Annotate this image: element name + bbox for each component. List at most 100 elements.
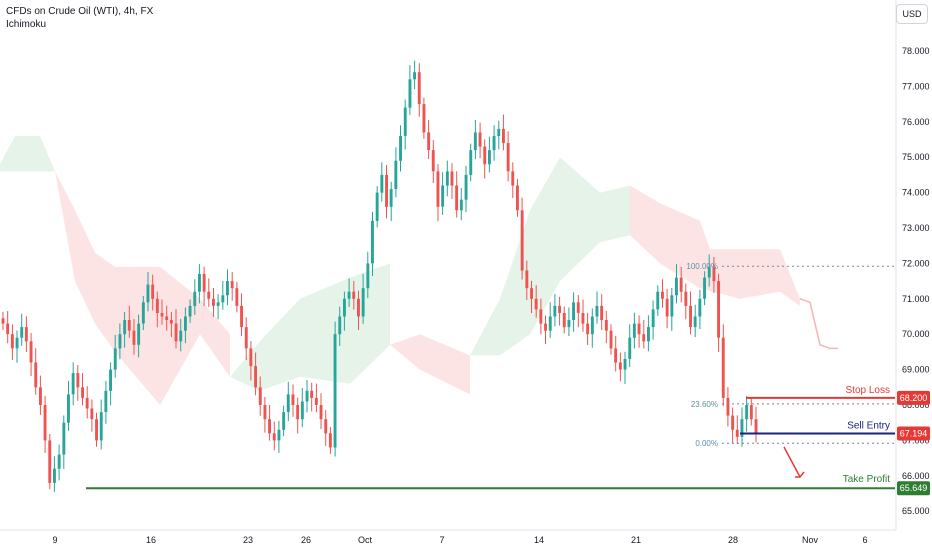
y-tick-label: 71.000	[902, 294, 930, 304]
candle-body	[230, 281, 234, 289]
x-tick-label: 21	[631, 535, 641, 545]
candle-body	[403, 107, 407, 136]
price-badge	[897, 426, 930, 441]
candle-body	[534, 298, 538, 310]
candle-body	[492, 136, 496, 151]
candle-body	[375, 192, 379, 221]
candle-body	[366, 263, 370, 289]
candle-body	[29, 341, 33, 363]
candle-body	[258, 387, 262, 405]
chart-title: CFDs on Crude Oil (WTI), 4h, FX	[6, 6, 154, 17]
candle-body	[212, 298, 215, 306]
candle-body	[745, 405, 749, 420]
candle-body	[417, 72, 421, 105]
candle-body	[436, 171, 440, 207]
cloud-region	[230, 263, 390, 391]
candle-body	[221, 295, 225, 303]
candle-body	[675, 277, 678, 296]
y-tick-label: 73.000	[902, 223, 930, 233]
candle-body	[76, 373, 80, 388]
candle-body	[300, 401, 304, 420]
candle-body	[305, 390, 309, 402]
y-tick-label: 75.000	[902, 152, 930, 162]
candle-body	[749, 405, 753, 420]
candle-body	[731, 415, 735, 430]
currency-button[interactable]: USD	[896, 4, 928, 24]
candle-body	[314, 397, 318, 405]
candle-body	[740, 419, 744, 437]
cloud-region	[55, 171, 160, 405]
price-badge-label: 65.649	[900, 483, 928, 493]
sell-entry-label: Sell Entry	[847, 421, 890, 432]
candle-body	[198, 274, 201, 292]
candle-body	[576, 302, 580, 313]
candle-body	[604, 320, 608, 331]
x-tick-label: 16	[146, 535, 156, 545]
cloud-region	[470, 157, 630, 356]
candle-body	[754, 419, 758, 434]
candle-body	[169, 320, 173, 324]
candle-body	[642, 334, 646, 342]
x-tick-label: 9	[52, 535, 57, 545]
candle-body	[679, 277, 683, 292]
candle-body	[586, 323, 590, 335]
fib-label: 0.00%	[695, 439, 718, 448]
candle-body	[445, 171, 449, 186]
trade-overlay: 100.00% 23.60% 0.00% Stop Loss Sell Entry Tak…	[86, 262, 895, 490]
candle-body	[15, 337, 19, 349]
candle-body	[581, 313, 585, 324]
candle-body	[600, 305, 604, 321]
candle-body	[488, 150, 491, 165]
candle-body	[464, 174, 468, 200]
candle-body	[249, 348, 253, 367]
price-badge	[897, 481, 930, 496]
candle-body	[670, 295, 674, 317]
candlestick-series	[1, 60, 758, 492]
candle-body	[24, 327, 28, 342]
candle-body	[226, 281, 229, 296]
candle-body	[656, 291, 660, 310]
candle-body	[113, 348, 117, 370]
candle-body	[240, 305, 243, 328]
candle-body	[651, 309, 655, 328]
candle-body	[352, 291, 356, 299]
candle-body	[590, 316, 594, 335]
fib-label: 100.00%	[686, 262, 718, 271]
candle-body	[399, 136, 402, 161]
candle-body	[380, 174, 384, 193]
candle-body	[450, 171, 454, 186]
candle-body	[506, 143, 510, 172]
candle-body	[319, 405, 323, 420]
x-tick-label: 7	[439, 535, 444, 545]
candle-body	[39, 387, 42, 405]
candle-body	[254, 366, 257, 388]
y-tick-label: 69.000	[902, 365, 930, 375]
candle-body	[647, 327, 650, 342]
x-tick-label: 23	[243, 535, 253, 545]
candle-body	[628, 337, 632, 359]
candle-body	[333, 334, 337, 448]
candle-body	[684, 291, 688, 306]
candle-body	[216, 302, 220, 306]
candle-body	[548, 316, 552, 331]
candle-body	[618, 362, 622, 370]
candle-body	[497, 128, 501, 136]
candle-body	[698, 298, 702, 317]
candle-body	[343, 298, 346, 317]
candle-body	[57, 454, 61, 469]
candle-body	[53, 468, 56, 483]
x-tick-label: 26	[301, 535, 311, 545]
candle-body	[408, 79, 412, 108]
candle-body	[389, 189, 393, 207]
candle-body	[441, 185, 445, 207]
y-tick-label: 70.000	[902, 329, 930, 339]
cloud-region	[0, 136, 55, 172]
candle-body	[609, 330, 613, 349]
candle-body	[188, 305, 192, 317]
indicator-label: Ichimoku	[6, 19, 47, 30]
candle-body	[525, 270, 529, 289]
candle-body	[179, 330, 183, 342]
candle-body	[137, 323, 141, 345]
